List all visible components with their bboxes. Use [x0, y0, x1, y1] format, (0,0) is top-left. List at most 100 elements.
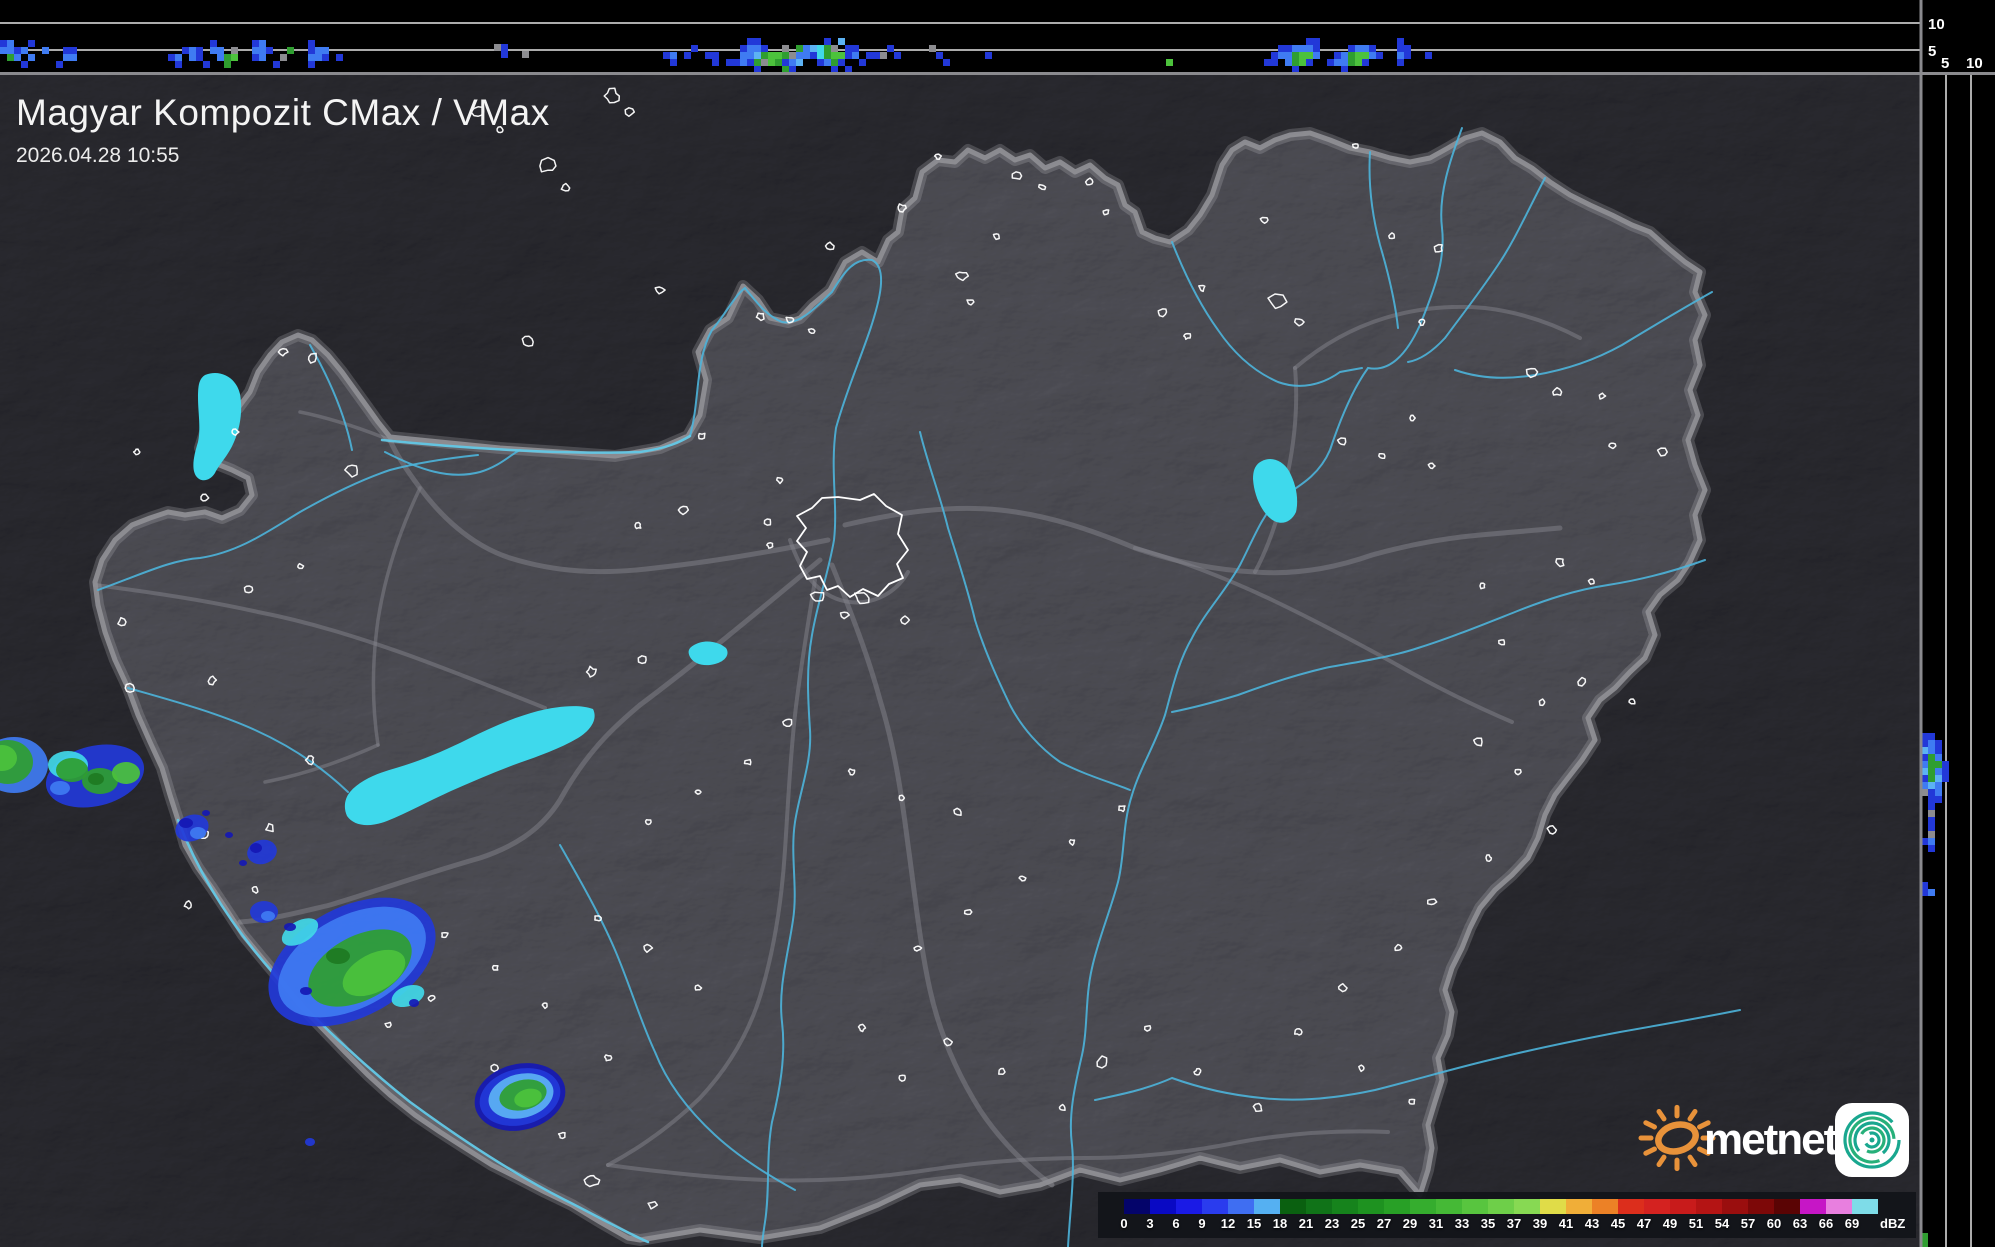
cross-section-echo-pixel — [838, 38, 845, 45]
legend-tick-label: 6 — [1172, 1216, 1180, 1231]
legend-cell — [1748, 1199, 1774, 1214]
right-strip-bg — [1920, 0, 1995, 1247]
cross-section-echo-pixel — [1921, 1233, 1928, 1240]
settlement-outline — [1198, 284, 1206, 293]
legend-cell — [1332, 1199, 1358, 1214]
legend-unit-label: dBZ — [1880, 1216, 1906, 1231]
settlement-outline — [1427, 462, 1436, 470]
cross-section-echo-pixel — [761, 52, 768, 59]
settlement-outline — [557, 1131, 566, 1140]
cross-section-echo-pixel — [670, 52, 677, 59]
legend-tick-label: 0 — [1120, 1216, 1128, 1231]
legend-tick-label: 33 — [1454, 1216, 1470, 1231]
river — [1407, 177, 1546, 363]
cross-section-echo-pixel — [726, 59, 733, 66]
legend-cell — [1228, 1199, 1254, 1214]
legend-tick-label: 69 — [1844, 1216, 1860, 1231]
cross-section-echo-pixel — [733, 59, 740, 66]
cross-section-echo-pixel — [1166, 59, 1173, 66]
cross-section-echo-pixel — [7, 47, 14, 54]
legend-tick-label: 12 — [1220, 1216, 1236, 1231]
cross-section-echo-pixel — [1306, 59, 1313, 66]
cross-section-echo-pixel — [768, 59, 775, 66]
cross-section-echo-pixel — [28, 54, 35, 61]
settlement-outline — [491, 964, 499, 971]
cross-section-echo-pixel — [231, 54, 238, 61]
cross-section-echo-pixel — [1369, 52, 1376, 59]
cross-section-echo-pixel — [217, 54, 224, 61]
radar-echo — [250, 843, 262, 853]
cross-section-echo-pixel — [1921, 747, 1928, 754]
cross-section-echo-pixel — [189, 54, 196, 61]
cross-section-echo-pixel — [501, 44, 508, 51]
cross-section-echo-pixel — [1928, 796, 1935, 803]
cross-section-echo-pixel — [1299, 52, 1306, 59]
settlement-outline — [1587, 578, 1595, 585]
cross-section-echo-pixel — [712, 59, 719, 66]
cross-section-echo-pixel — [210, 40, 217, 47]
cross-section-echo-pixel — [1285, 45, 1292, 52]
cross-section-echo-pixel — [1292, 66, 1299, 73]
settlement-outline — [755, 312, 765, 322]
cross-section-echo-pixel — [929, 45, 936, 52]
cross-section-echo-pixel — [824, 52, 831, 59]
cross-section-echo-pixel — [308, 47, 315, 54]
cross-section-echo-pixel — [754, 66, 761, 73]
cross-section-echo-pixel — [14, 47, 21, 54]
cross-section-echo-pixel — [315, 47, 322, 54]
river — [127, 687, 349, 793]
settlement-outline — [1096, 1055, 1108, 1069]
cross-section-echo-pixel — [56, 61, 63, 68]
cross-section-echo-pixel — [1299, 45, 1306, 52]
road — [263, 743, 380, 784]
cross-section-echo-pixel — [1355, 59, 1362, 66]
cross-section-echo-pixel — [1921, 1240, 1928, 1247]
spiral-icon — [1863, 1131, 1881, 1149]
settlement-outline — [585, 665, 597, 678]
cross-section-echo-pixel — [21, 61, 28, 68]
settlement-outline — [1068, 839, 1076, 846]
settlement-outline — [231, 428, 240, 436]
cross-section-echo-pixel — [14, 54, 21, 61]
legend-cell — [1644, 1199, 1670, 1214]
cross-section-echo-pixel — [1921, 789, 1928, 796]
settlement-outline — [1293, 1028, 1303, 1036]
cross-section-echo-pixel — [1935, 768, 1942, 775]
cross-section-echo-pixel — [796, 52, 803, 59]
lake — [193, 373, 242, 481]
cross-section-echo-pixel — [1362, 52, 1369, 59]
cross-section-echo-pixel — [803, 45, 810, 52]
cross-section-echo-pixel — [817, 59, 824, 66]
cross-section-echo-pixel — [1928, 838, 1935, 845]
settlement-outline — [1525, 367, 1539, 379]
road — [829, 562, 1055, 1188]
cross-section-echo-pixel — [1935, 747, 1942, 754]
cross-section-echo-pixel — [1334, 59, 1341, 66]
settlement-outline — [807, 328, 816, 334]
cross-section-echo-pixel — [1313, 52, 1320, 59]
cross-section-echo-pixel — [1928, 831, 1935, 838]
settlement-outline — [853, 591, 870, 605]
settlement-outline — [1037, 183, 1047, 191]
cross-section-echo-pixel — [322, 47, 329, 54]
legend-cell — [1852, 1199, 1878, 1214]
radar-echo — [261, 911, 275, 921]
river — [689, 258, 883, 1247]
settlement-outline — [603, 87, 621, 104]
cross-section-echo-pixel — [1935, 754, 1942, 761]
cross-section-echo-pixel — [782, 59, 789, 66]
spiral-icon — [1843, 1111, 1901, 1169]
settlement-outline — [1514, 768, 1522, 776]
border-river — [380, 434, 692, 454]
cross-section-echo-pixel — [824, 45, 831, 52]
cross-section-echo-pixel — [63, 47, 70, 54]
settlement-outline — [943, 1037, 954, 1047]
settlement-outline — [824, 241, 835, 251]
cross-section-echo-pixel — [1935, 740, 1942, 747]
settlement-outline — [898, 1074, 907, 1082]
settlement-outline — [1011, 171, 1023, 180]
legend-cell — [1306, 1199, 1332, 1214]
settlement-outline — [1628, 698, 1636, 705]
